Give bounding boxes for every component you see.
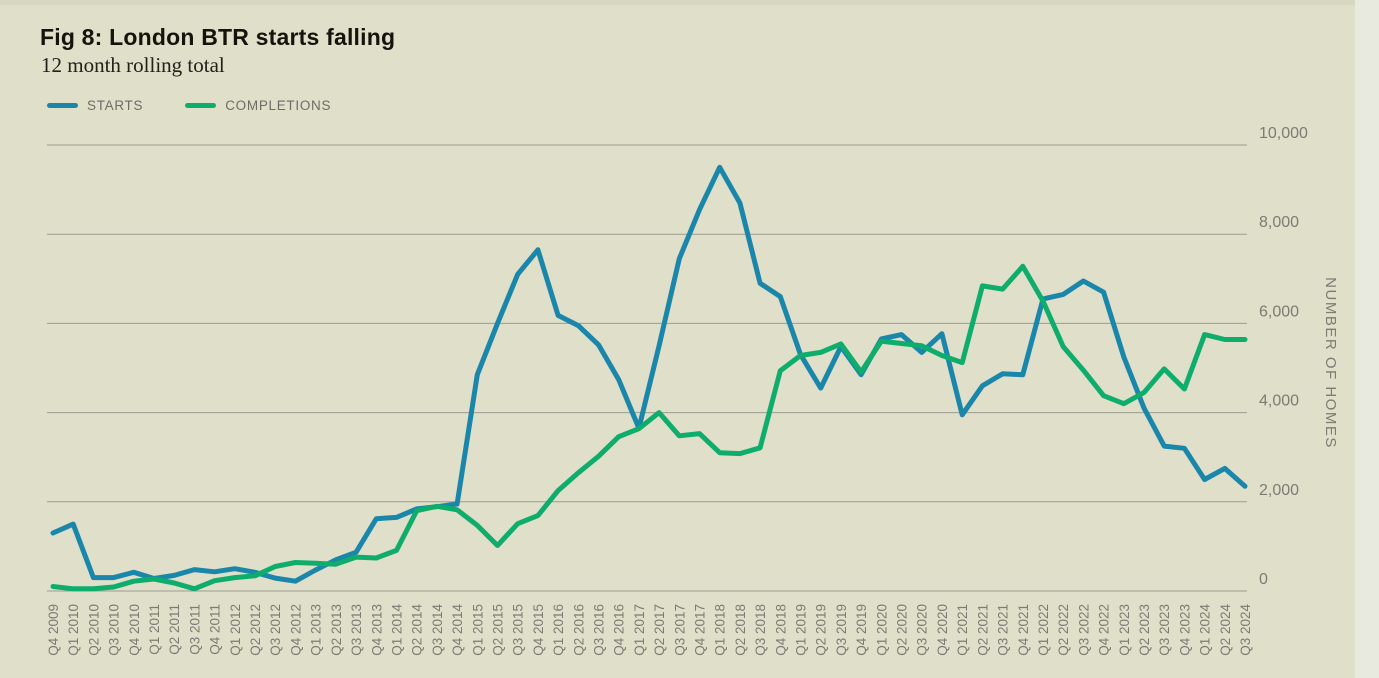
- x-tick-label: Q2 2024: [1218, 604, 1233, 656]
- x-tick-label: Q3 2024: [1238, 604, 1253, 656]
- x-tick-label: Q1 2021: [955, 604, 970, 656]
- legend-item-completions: COMPLETIONS: [185, 98, 331, 113]
- x-tick-label: Q4 2014: [450, 604, 465, 656]
- x-tick-label: Q1 2011: [147, 604, 162, 655]
- x-tick-label: Q2 2018: [733, 604, 748, 656]
- top-edge-border: [0, 0, 1379, 5]
- x-tick-label: Q3 2011: [187, 604, 202, 655]
- x-tick-label: Q3 2010: [107, 604, 122, 656]
- y-axis-title: NUMBER OF HOMES: [1322, 277, 1339, 449]
- x-tick-label: Q1 2020: [874, 604, 889, 656]
- x-tick-label: Q2 2011: [167, 604, 182, 655]
- x-tick-label: Q1 2016: [551, 604, 566, 656]
- x-tick-label: Q3 2015: [511, 604, 526, 656]
- x-tick-label: Q4 2022: [1097, 604, 1112, 656]
- x-tick-label: Q4 2018: [773, 604, 788, 656]
- x-tick-label: Q4 2021: [1016, 604, 1031, 656]
- y-tick-label: 0: [1259, 571, 1268, 588]
- x-tick-label: Q1 2018: [713, 604, 728, 656]
- x-tick-label: Q4 2023: [1177, 604, 1192, 656]
- x-tick-label: Q1 2024: [1198, 604, 1213, 656]
- x-tick-label: Q3 2022: [1076, 604, 1091, 656]
- x-tick-label: Q1 2014: [389, 604, 404, 656]
- x-tick-label: Q4 2016: [612, 604, 627, 656]
- legend-item-starts: STARTS: [47, 98, 143, 113]
- x-tick-label: Q4 2020: [935, 604, 950, 656]
- x-tick-label: Q2 2022: [1056, 604, 1071, 656]
- figure-title: Fig 8: London BTR starts falling: [40, 24, 396, 50]
- completions-line-swatch: [185, 103, 217, 108]
- x-tick-label: Q2 2019: [814, 604, 829, 656]
- x-tick-label: Q2 2020: [895, 604, 910, 656]
- x-tick-label: Q3 2018: [753, 604, 768, 656]
- x-tick-label: Q2 2014: [410, 604, 425, 656]
- x-tick-label: Q1 2017: [632, 604, 647, 656]
- x-tick-label: Q3 2012: [268, 604, 283, 656]
- x-tick-label: Q1 2023: [1117, 604, 1132, 656]
- y-tick-label: 4,000: [1259, 393, 1299, 410]
- y-tick-label: 2,000: [1259, 482, 1299, 499]
- x-tick-label: Q3 2019: [834, 604, 849, 656]
- x-tick-label: Q2 2015: [490, 604, 505, 656]
- x-tick-label: Q2 2021: [975, 604, 990, 656]
- x-tick-label: Q4 2009: [46, 604, 61, 656]
- x-tick-label: Q1 2013: [309, 604, 324, 656]
- figure-subtitle: 12 month rolling total: [41, 53, 225, 77]
- legend-label-starts: STARTS: [87, 98, 144, 113]
- x-tick-label: Q4 2019: [854, 604, 869, 656]
- x-tick-label: Q2 2016: [571, 604, 586, 656]
- x-tick-label: Q1 2012: [228, 604, 243, 656]
- x-tick-label: Q1 2015: [470, 604, 485, 656]
- x-tick-label: Q1 2019: [794, 604, 809, 656]
- legend-label-completions: COMPLETIONS: [225, 98, 332, 113]
- series-line-completions: [50, 263, 1248, 592]
- x-tick-label: Q1 2022: [1036, 604, 1051, 656]
- x-tick-label: Q3 2023: [1157, 604, 1172, 656]
- chart-legend: STARTS COMPLETIONS: [47, 98, 373, 113]
- y-tick-label: 8,000: [1259, 214, 1299, 231]
- x-tick-label: Q2 2017: [652, 604, 667, 656]
- x-tick-label: Q4 2011: [208, 604, 223, 655]
- starts-line-swatch: [47, 103, 78, 108]
- x-tick-label: Q4 2013: [369, 604, 384, 656]
- x-tick-label: Q4 2017: [693, 604, 708, 656]
- right-margin-strip: [1355, 0, 1379, 678]
- series-line-starts: [50, 164, 1248, 584]
- y-tick-label: 6,000: [1259, 303, 1299, 320]
- x-tick-label: Q4 2012: [288, 604, 303, 656]
- x-tick-label: Q2 2013: [329, 604, 344, 656]
- x-tick-label: Q4 2015: [531, 604, 546, 656]
- x-tick-label: Q2 2010: [86, 604, 101, 656]
- x-tick-label: Q2 2023: [1137, 604, 1152, 656]
- x-tick-label: Q3 2017: [672, 604, 687, 656]
- x-tick-label: Q3 2020: [915, 604, 930, 656]
- x-tick-label: Q3 2021: [996, 604, 1011, 656]
- x-tick-label: Q4 2010: [127, 604, 142, 656]
- x-tick-label: Q3 2013: [349, 604, 364, 656]
- x-tick-label: Q3 2016: [591, 604, 606, 656]
- y-tick-label: 10,000: [1259, 125, 1308, 142]
- x-tick-label: Q1 2010: [66, 604, 81, 656]
- x-tick-label: Q2 2012: [248, 604, 263, 656]
- x-tick-label: Q3 2014: [430, 604, 445, 656]
